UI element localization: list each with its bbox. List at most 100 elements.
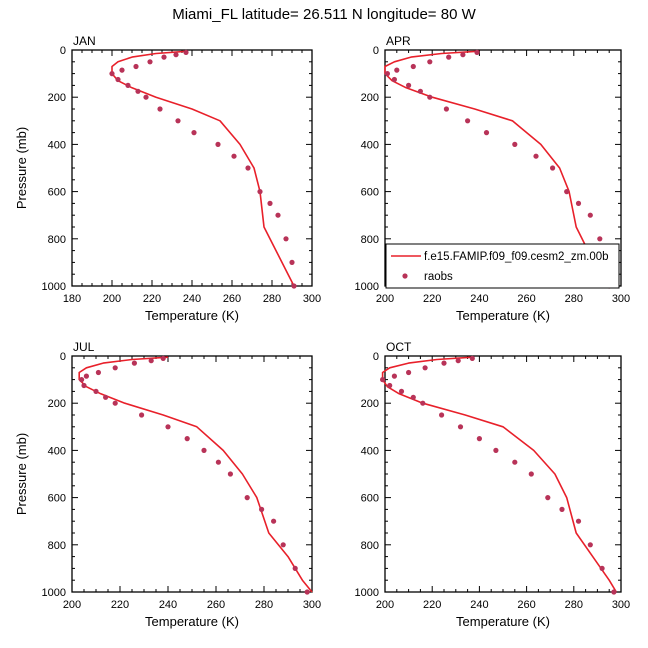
obs-point: [95, 369, 101, 376]
obs-point: [469, 355, 475, 361]
obs-point: [289, 259, 295, 265]
obs-point: [398, 388, 405, 394]
x-tick-label: 240: [159, 599, 177, 611]
x-tick-label: 240: [470, 293, 488, 305]
obs-point: [406, 369, 412, 376]
x-axis-label: Temperature (K): [456, 308, 550, 323]
x-tick-label: 180: [63, 293, 81, 305]
model-profile-line: [381, 356, 617, 593]
y-tick-label: 1000: [42, 281, 66, 293]
obs-point: [184, 436, 190, 442]
x-tick-label: 260: [517, 599, 535, 611]
obs-point: [133, 63, 139, 70]
obs-point: [465, 118, 471, 124]
obs-point: [545, 495, 551, 501]
obs-point: [112, 365, 118, 371]
x-tick-label: 200: [103, 293, 121, 305]
obs-point: [417, 88, 423, 94]
obs-point: [587, 542, 593, 548]
panel-jan: 180 200 220 240 260 280 300 0 200 400 600 800 1000 JA…: [14, 34, 321, 323]
model-profile-line: [111, 50, 295, 287]
panel-label: APR: [386, 34, 411, 48]
obs-point: [493, 447, 499, 453]
x-tick-label: 280: [255, 599, 273, 611]
obs-point: [427, 94, 433, 100]
obs-point: [83, 373, 89, 379]
x-tick-label: 240: [470, 599, 488, 611]
x-tick-label: 220: [423, 599, 441, 611]
panel-label: JAN: [73, 34, 96, 48]
obs-point: [291, 283, 297, 289]
obs-point: [406, 82, 412, 88]
obs-point: [245, 165, 251, 171]
obs-point: [587, 212, 593, 218]
obs-point: [455, 358, 461, 364]
obs-point: [380, 377, 386, 383]
obs-point: [157, 106, 163, 112]
obs-point: [420, 400, 426, 406]
x-tick-label: 220: [143, 293, 161, 305]
obs-point: [115, 76, 121, 83]
model-profile-line: [78, 356, 313, 593]
y-axis-label: Pressure (mb): [14, 127, 29, 209]
obs-point: [109, 71, 115, 77]
panel-label: JUL: [73, 340, 95, 354]
obs-point: [474, 49, 480, 56]
obs-point: [483, 130, 490, 136]
obs-point: [304, 589, 310, 595]
obs-point: [387, 382, 393, 389]
obs-point: [79, 377, 85, 383]
y-tick-label: 1000: [355, 281, 379, 293]
obs-point: [533, 153, 539, 159]
y-tick-label: 400: [48, 139, 66, 151]
legend-dot-swatch: [402, 273, 408, 279]
obs-point: [191, 130, 197, 136]
y-tick-label: 400: [361, 445, 379, 457]
x-tick-label: 240: [183, 293, 201, 305]
obs-point: [165, 424, 171, 430]
obs-point: [564, 189, 570, 195]
model-profile-line: [384, 50, 610, 287]
obs-point: [476, 436, 482, 442]
x-tick-label: 300: [612, 599, 630, 611]
obs-point: [443, 106, 449, 112]
legend-box: [385, 243, 620, 289]
y-tick-label: 200: [361, 398, 379, 410]
obs-point: [384, 71, 390, 77]
panel-label: OCT: [386, 340, 412, 354]
obs-point: [446, 54, 452, 60]
y-tick-label: 400: [48, 445, 66, 457]
obs-point: [119, 67, 125, 73]
obs-point: [597, 236, 603, 242]
y-tick-label: 0: [373, 45, 379, 57]
obs-point: [227, 471, 233, 477]
y-tick-label: 200: [48, 92, 66, 104]
obs-point: [410, 394, 416, 400]
obs-point: [391, 76, 397, 83]
x-tick-label: 260: [207, 599, 225, 611]
obs-point: [550, 165, 556, 171]
obs-point: [391, 373, 397, 379]
y-tick-label: 600: [361, 187, 379, 199]
y-tick-label: 1000: [355, 587, 379, 599]
obs-point: [575, 518, 582, 524]
y-tick-label: 200: [361, 92, 379, 104]
y-tick-label: 800: [48, 540, 66, 552]
obs-point: [422, 365, 428, 371]
obs-point: [231, 153, 237, 159]
obs-point: [175, 118, 181, 124]
obs-point: [271, 518, 277, 524]
panel-apr: 200 220 240 260 280 300 0 200 400 600 800 1000 APR Te…: [355, 34, 631, 323]
obs-point: [173, 52, 179, 58]
x-tick-label: 300: [612, 293, 630, 305]
y-tick-label: 600: [48, 493, 66, 505]
x-tick-label: 280: [565, 293, 583, 305]
y-tick-label: 800: [361, 234, 379, 246]
legend-obs-label: raobs: [424, 271, 453, 283]
y-tick-label: 600: [48, 187, 66, 199]
obs-point: [528, 471, 534, 477]
obs-point: [292, 565, 298, 572]
obs-point: [215, 141, 221, 147]
y-tick-label: 400: [361, 139, 379, 151]
y-tick-label: 0: [60, 351, 66, 363]
